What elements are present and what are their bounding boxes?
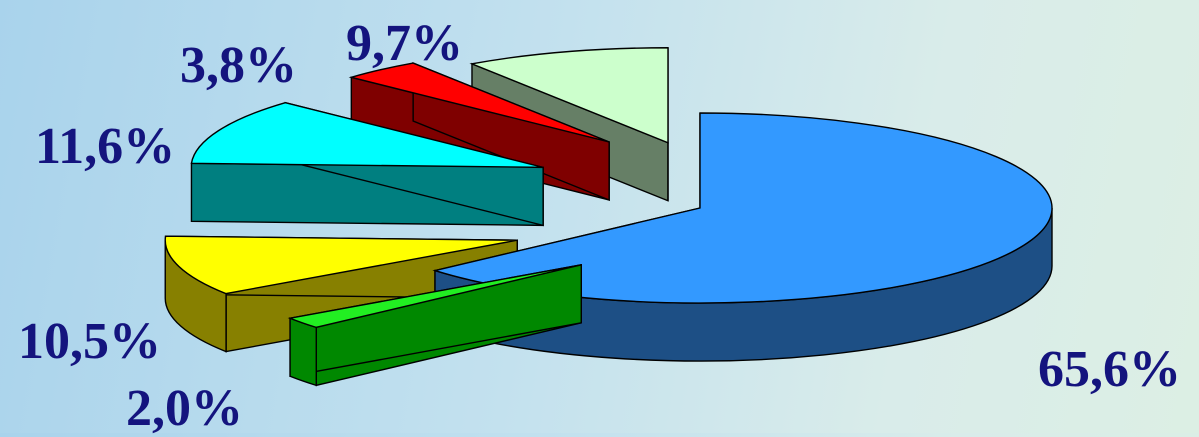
slice-label-2: 10,5% [18, 313, 161, 370]
slice-label-1: 2,0% [126, 380, 243, 437]
slice-0-top [432, 112, 1053, 304]
slice-1-side [289, 317, 317, 387]
slice-4-top [348, 62, 610, 143]
slice-2-top [164, 235, 518, 295]
slice-label-0: 65,6% [1038, 341, 1181, 398]
slice-label-3: 11,6% [35, 118, 176, 175]
slice-1-top [287, 264, 582, 329]
slice-label-5: 9,7% [346, 15, 463, 72]
slice-5-top [469, 47, 669, 144]
slice-label-4: 3,8% [180, 37, 297, 94]
slice-3-top [190, 101, 544, 169]
